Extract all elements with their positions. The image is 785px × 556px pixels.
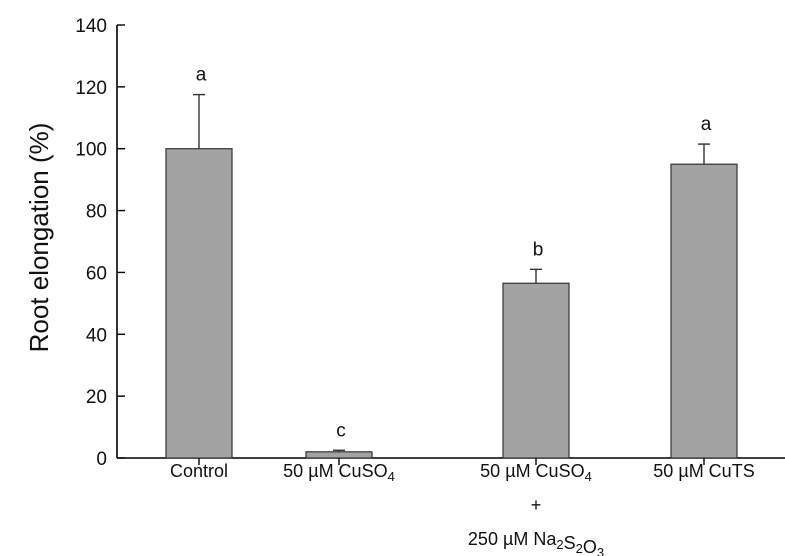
y-tick-label: 40	[86, 325, 107, 346]
bar	[165, 148, 233, 459]
bars	[165, 93, 738, 459]
significance-label: a	[196, 65, 207, 86]
bar	[305, 451, 373, 459]
y-tick-label: 60	[86, 263, 107, 284]
y-tick-label: 100	[75, 140, 107, 161]
x-tick-label: Control	[170, 461, 228, 481]
bar	[502, 282, 570, 459]
y-tick-label: 20	[86, 387, 107, 408]
y-axis-label: Root elongation (%)	[24, 123, 54, 353]
x-tick-label: 50 µM CuSO4	[283, 461, 395, 484]
bar	[670, 163, 738, 459]
labels: a c b a Control 50 µM CuSO4 50 µM CuSO4 +250 µM…	[170, 65, 755, 556]
significance-label: c	[336, 420, 346, 441]
significance-label: a	[701, 114, 712, 135]
x-tick-label: 250 µM Na2S2O3	[468, 529, 604, 556]
x-tick-label: 50 µM CuSO4	[480, 461, 592, 484]
y-tick-label: 0	[96, 449, 107, 470]
y-tick-label: 120	[75, 78, 107, 99]
x-tick-label: 50 µM CuTS	[653, 461, 754, 481]
y-tick-label: 140	[75, 16, 107, 37]
y-tick-label: 80	[86, 202, 107, 223]
significance-label: b	[533, 239, 544, 260]
x-tick-label: +	[531, 495, 542, 515]
